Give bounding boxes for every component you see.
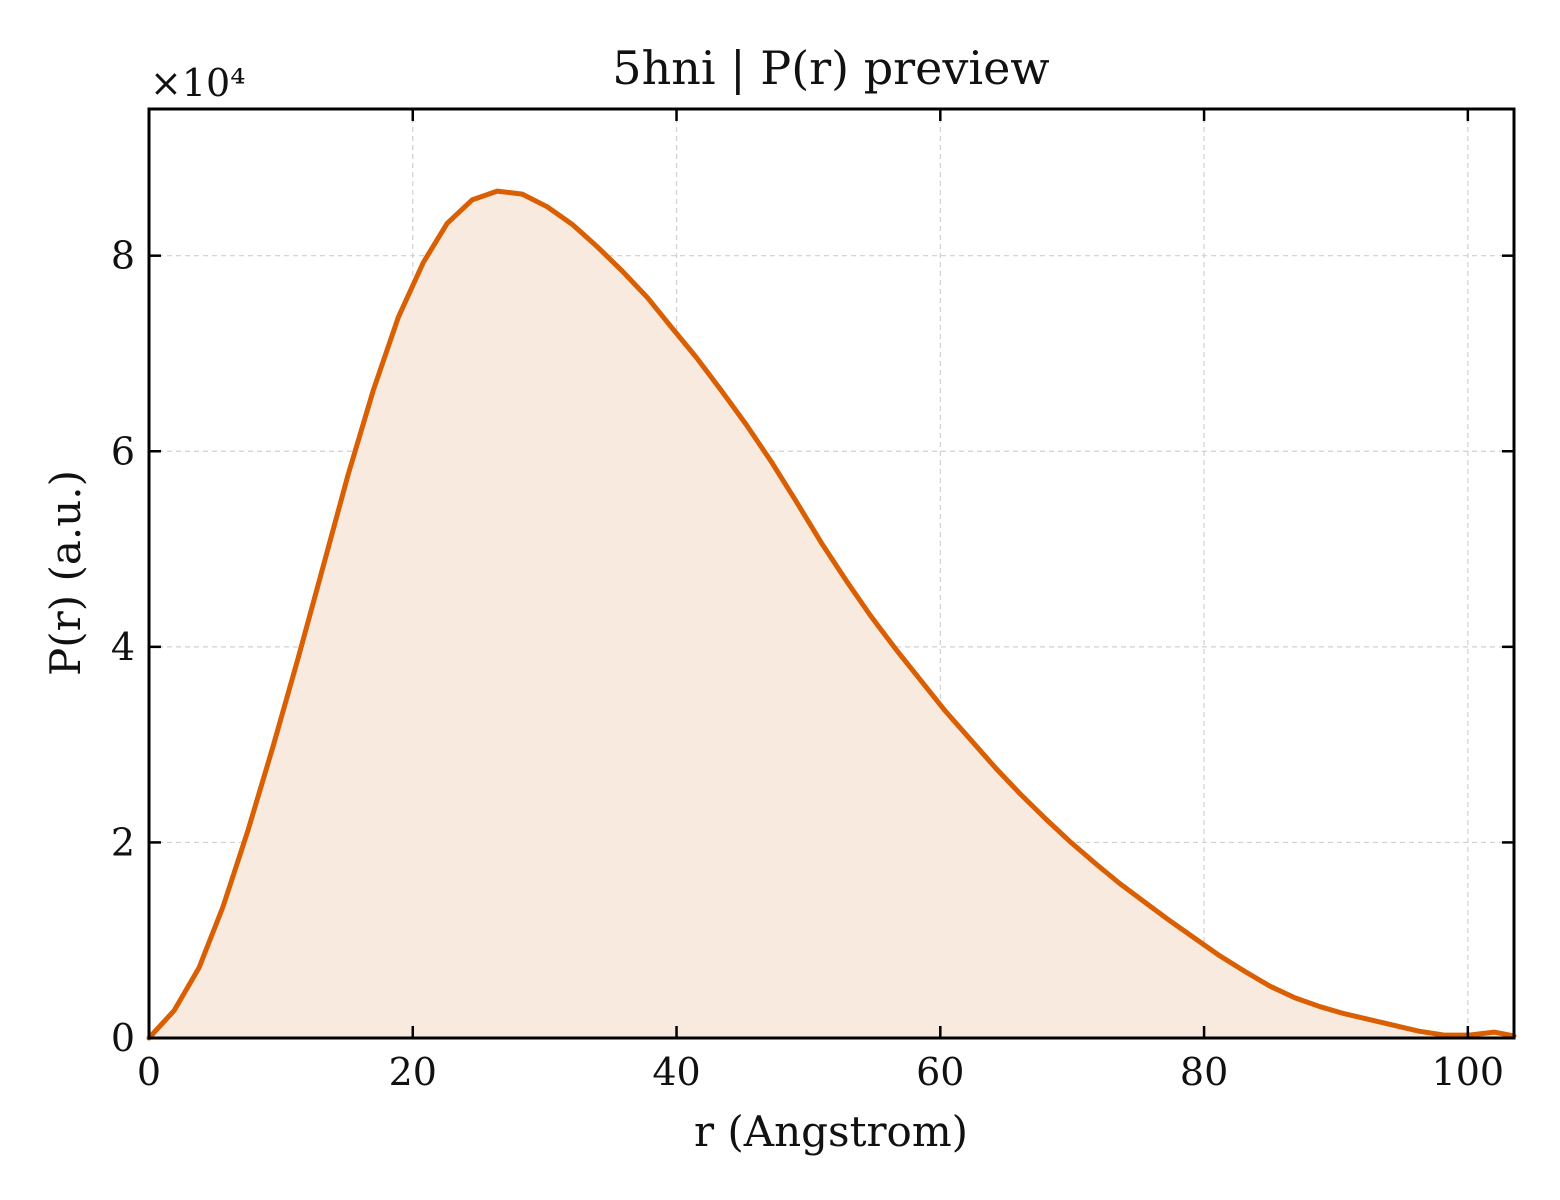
y-tick-label: 8: [111, 234, 135, 278]
distribution-line: [146, 188, 1517, 1041]
x-tick-label: 20: [389, 1050, 437, 1094]
x-tick-label: 100: [1432, 1050, 1505, 1094]
chart-title: 5hni | P(r) preview: [612, 41, 1049, 95]
y-tick-label: 6: [111, 429, 135, 473]
plot-frame: [147, 107, 1516, 1040]
ticks: 0 20 40 60 80 100 0 2 4 6 8: [111, 109, 1514, 1094]
y-axis-label: P(r) (a.u.): [41, 470, 90, 676]
x-tick-label: 60: [916, 1050, 964, 1094]
y-tick-label: 0: [111, 1016, 135, 1060]
x-tick-label: 40: [652, 1050, 700, 1094]
y-offset-label: ×10⁴: [150, 61, 245, 105]
distribution-area-fill: [149, 191, 1514, 1039]
x-tick-label: 80: [1180, 1050, 1228, 1094]
x-axis-label: r (Angstrom): [694, 1107, 968, 1156]
y-tick-label: 4: [111, 625, 135, 669]
x-tick-label: 0: [137, 1050, 161, 1094]
y-tick-label: 2: [111, 820, 135, 864]
